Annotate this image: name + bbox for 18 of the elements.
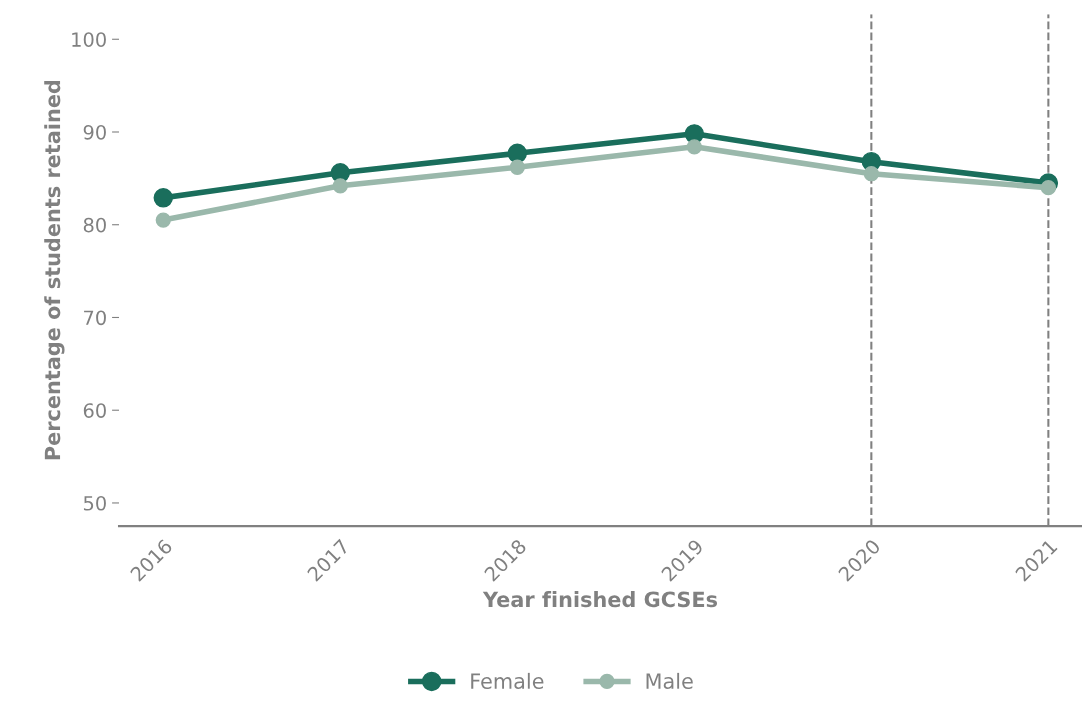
y-axis-title: Percentage of students retained: [44, 80, 65, 460]
legend-label: Female: [471, 672, 544, 689]
point: [863, 166, 879, 182]
point: [155, 212, 171, 228]
y-tick-label: 60: [83, 403, 106, 418]
y-tick-label: 80: [83, 217, 106, 233]
x-axis-title: Year finished GCSEs: [482, 591, 718, 608]
y-tick-label: 90: [83, 124, 106, 140]
point: [507, 143, 528, 164]
point: [686, 139, 702, 155]
y-tick-label: 70: [84, 310, 106, 326]
legend-label: Male: [646, 672, 693, 689]
y-tick-label: 50: [83, 495, 106, 511]
point: [1040, 180, 1057, 196]
point: [332, 178, 348, 194]
point: [509, 159, 525, 175]
y-tick-label: 100: [72, 32, 106, 47]
point: [153, 188, 173, 208]
